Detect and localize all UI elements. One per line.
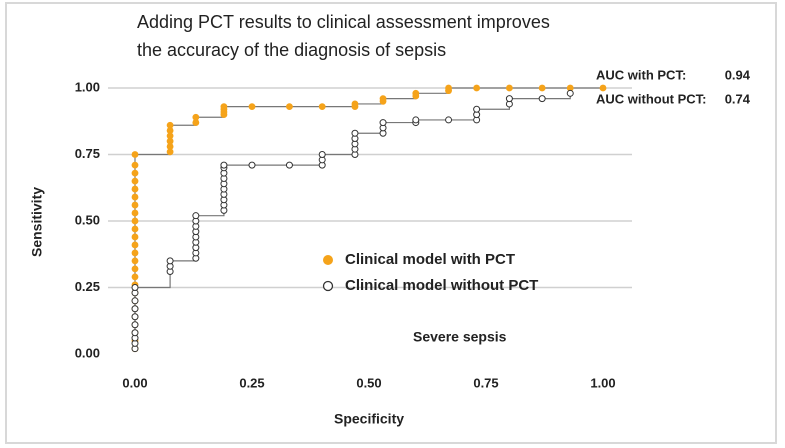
chart-title: Adding PCT results to clinical assessmen… (137, 12, 550, 32)
point (166, 127, 174, 134)
point (131, 273, 139, 281)
point (412, 89, 420, 97)
point (473, 84, 481, 92)
point (285, 161, 293, 169)
point (131, 161, 139, 169)
y-tick-label: 0.00 (75, 345, 100, 360)
point (351, 100, 359, 108)
point (538, 84, 546, 92)
point (131, 185, 139, 193)
point (131, 177, 139, 185)
point (166, 148, 174, 156)
step-line (135, 271, 171, 289)
point (248, 103, 256, 111)
auc-label: AUC without PCT: (596, 91, 706, 106)
point (220, 161, 228, 169)
x-tick-label: 0.00 (122, 375, 147, 390)
point (506, 84, 513, 92)
point (131, 313, 139, 321)
point (166, 257, 174, 265)
point (192, 212, 200, 220)
y-tick-label: 0.75 (75, 146, 100, 161)
point (566, 89, 574, 97)
point (318, 151, 326, 158)
point (131, 225, 139, 233)
point (131, 305, 139, 313)
point (131, 297, 139, 305)
point (286, 103, 293, 111)
legend-label: Clinical model without PCT (345, 277, 538, 294)
point (166, 132, 174, 140)
point (599, 84, 607, 92)
point (131, 249, 139, 257)
point (318, 103, 326, 111)
point (566, 84, 574, 92)
point (131, 201, 139, 209)
auc-label: AUC with PCT: (596, 67, 686, 82)
x-tick-label: 0.50 (356, 375, 381, 390)
legend-marker (323, 255, 333, 265)
y-tick-label: 0.25 (75, 279, 100, 294)
y-axis-label: Sensitivity (29, 187, 45, 257)
x-tick-label: 1.00 (590, 375, 615, 390)
auc-value: 0.74 (725, 91, 751, 106)
chart-title: the accuracy of the diagnosis of sepsis (137, 40, 446, 60)
annotation: Severe sepsis (413, 329, 507, 345)
point (131, 284, 139, 291)
y-tick-label: 1.00 (75, 79, 100, 94)
point (166, 137, 174, 145)
point (131, 321, 139, 329)
x-axis-label: Specificity (334, 411, 404, 427)
point (166, 143, 174, 150)
y-tick-label: 0.50 (75, 212, 100, 227)
point (131, 151, 139, 158)
point (131, 329, 139, 337)
point (473, 105, 481, 113)
auc-value: 0.94 (725, 67, 751, 82)
point (131, 233, 139, 241)
point (131, 257, 139, 265)
point (220, 103, 228, 111)
point (192, 113, 200, 121)
point (131, 241, 139, 249)
legend-marker (322, 280, 334, 292)
point (505, 95, 513, 103)
point (131, 209, 139, 217)
legend-label: Clinical model with PCT (345, 251, 515, 268)
point (445, 116, 453, 124)
point (248, 161, 256, 169)
point (379, 95, 387, 103)
point (445, 84, 452, 92)
point (192, 119, 200, 126)
point (131, 217, 139, 225)
point (412, 116, 420, 124)
point (166, 121, 174, 129)
point (351, 129, 359, 137)
x-tick-label: 0.25 (239, 375, 264, 390)
point (131, 193, 139, 201)
point (379, 119, 387, 127)
point (131, 265, 139, 273)
x-tick-label: 0.75 (473, 375, 498, 390)
point (131, 169, 139, 177)
point (538, 95, 546, 103)
